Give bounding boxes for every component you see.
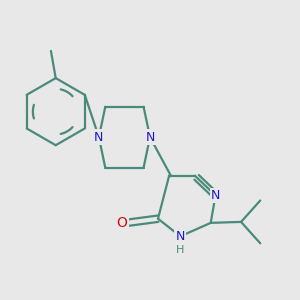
Text: N: N — [211, 189, 220, 202]
Text: N: N — [176, 230, 185, 243]
Text: O: O — [116, 216, 127, 230]
Text: H: H — [176, 245, 184, 255]
Text: N: N — [145, 131, 155, 144]
Text: N: N — [94, 131, 104, 144]
